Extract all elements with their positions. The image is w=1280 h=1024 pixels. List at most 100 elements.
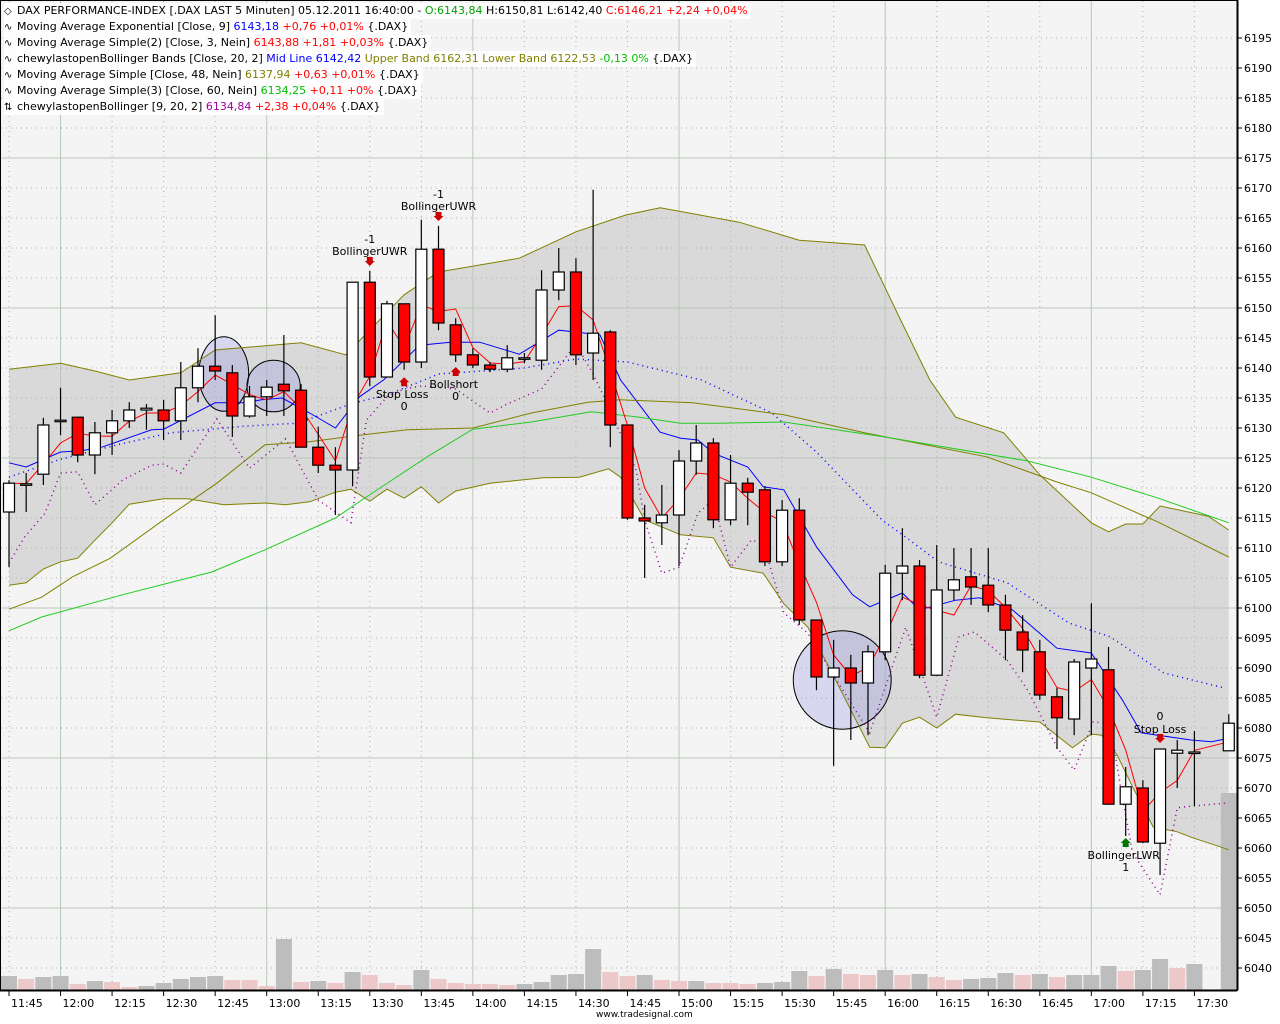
candle-body (140, 407, 153, 411)
y-tick-label: 6195 (1244, 32, 1272, 45)
arrow-down-icon (433, 212, 444, 221)
legend-text: 6134,25 (260, 84, 307, 97)
volume-bar (378, 983, 395, 990)
volume-bar (241, 980, 258, 990)
x-tick-label: 17:30 (1196, 997, 1228, 1010)
candle (312, 426, 325, 473)
volume-bar (121, 987, 138, 990)
volume-bar (791, 971, 808, 990)
volume-bar (894, 975, 911, 990)
legend-row[interactable]: ∿ Moving Average Simple(2) [Close, 3, Nei… (4, 35, 432, 51)
candle-body (1119, 786, 1132, 805)
legend-row[interactable]: ⇅ chewylastopenBollinger [9, 20, 2] 6134,… (4, 99, 384, 115)
x-tick-label: 14:30 (578, 997, 610, 1010)
signal-label: Bollshort (429, 378, 478, 391)
volume-bar (860, 975, 876, 990)
candle (793, 498, 806, 625)
highlight-circle (246, 359, 301, 413)
legend-row[interactable]: ∿ chewylastopenBollinger Bands [Close, 20… (4, 51, 697, 67)
volume-bar (138, 986, 155, 990)
indicator-wave-icon: ∿ (4, 38, 13, 49)
x-tick-label: 13:45 (423, 997, 455, 1010)
legend-text: 6143,88 +1,81 +0,03% (253, 36, 384, 49)
legend-row[interactable]: ◇ DAX PERFORMANCE-INDEX [.DAX LAST 5 Minu… (4, 3, 751, 19)
legend-text: {.DAX} (383, 36, 429, 49)
candle-body (982, 584, 995, 606)
arrow-up-icon (450, 367, 461, 376)
y-tick-label: 6100 (1244, 602, 1272, 615)
candle-body (1033, 651, 1046, 696)
y-tick-label: 6055 (1244, 872, 1272, 885)
volume-bar (499, 985, 516, 990)
volume-bar (172, 979, 189, 990)
x-tick-label: 16:15 (939, 997, 971, 1010)
candle (71, 416, 84, 463)
y-tick-label: 6120 (1244, 482, 1272, 495)
candle-body (1068, 661, 1081, 720)
footer-credit: www.tradesignal.com (596, 1010, 693, 1020)
candle-body (20, 483, 33, 486)
volume-bar (86, 981, 103, 990)
legend-text: Upper Band 6162,31 Lower Band 6122,53 (361, 52, 596, 65)
candle-body (277, 383, 290, 392)
volume-bar (1066, 975, 1083, 990)
volume-bar (293, 982, 310, 990)
legend-text: {.DAX} (373, 84, 418, 97)
volume-bar (207, 976, 224, 990)
indicator-wave-icon: ∿ (4, 54, 13, 65)
volume-bar (344, 972, 361, 990)
grid (1, 1, 1237, 990)
volume-bar (464, 984, 481, 990)
y-tick-label: 6155 (1244, 272, 1272, 285)
legend-row[interactable]: ∿ Moving Average Simple [Close, 48, Nein]… (4, 67, 423, 83)
y-tick-label: 6060 (1244, 842, 1272, 855)
volume-bar (774, 982, 791, 990)
volume-bar (18, 979, 35, 990)
legend-row[interactable]: ∿ Moving Average Simple(3) [Close, 60, Ne… (4, 83, 421, 99)
x-tick-label: 16:00 (887, 997, 919, 1010)
candle-body (552, 271, 565, 291)
indicator-wave-icon: ∿ (4, 86, 13, 97)
legend-text: Moving Average Exponential [Close, 9] (17, 20, 234, 33)
x-tick-label: 12:30 (166, 997, 198, 1010)
indicator-wave-icon: ∿ (4, 22, 13, 33)
candle-body (398, 303, 411, 363)
candle (741, 477, 754, 526)
volume-bar (911, 974, 928, 990)
volume-bar (1169, 968, 1186, 990)
volume-bar (1220, 793, 1237, 990)
x-tick-label: 16:45 (1042, 997, 1074, 1010)
candle-body (707, 442, 720, 521)
candle-body (535, 289, 548, 361)
candle (672, 450, 686, 566)
candle (861, 645, 875, 736)
volume-bar (722, 983, 739, 990)
candle (569, 258, 583, 365)
candle (209, 315, 222, 380)
candle-body (226, 372, 239, 417)
signal-qty: 0 (1157, 710, 1164, 723)
candle (191, 348, 205, 403)
candle-body (449, 324, 462, 356)
candle (775, 500, 789, 566)
candle-body (483, 364, 497, 370)
y-tick-label: 6150 (1244, 302, 1272, 315)
volume-bar (688, 981, 705, 990)
candle (1085, 603, 1098, 736)
legend-row[interactable]: ∿ Moving Average Exponential [Close, 9] 6… (4, 19, 412, 35)
y-tick-label: 6085 (1244, 692, 1272, 705)
volume-bar (430, 979, 447, 990)
y-tick-label: 6160 (1244, 242, 1272, 255)
series-moving-average-simple (8, 399, 1230, 610)
candle-body (913, 565, 926, 676)
x-tick-label: 17:00 (1093, 997, 1125, 1010)
series-upper-band (8, 207, 1230, 533)
candle-body (930, 589, 943, 676)
x-tick-label: 13:15 (320, 997, 352, 1010)
candle-body (569, 271, 583, 356)
volume-bar (653, 980, 670, 990)
legend-text: chewylastopenBollinger Bands [Close, 20,… (17, 52, 267, 65)
x-tick-label: 11:45 (11, 997, 43, 1010)
